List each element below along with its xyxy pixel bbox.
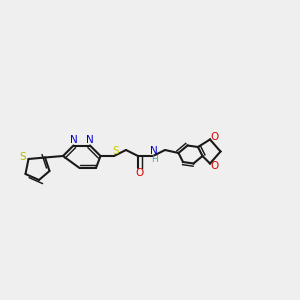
Text: S: S	[112, 146, 119, 156]
Text: N: N	[70, 135, 77, 145]
Text: H: H	[151, 155, 158, 164]
Text: O: O	[135, 168, 144, 178]
Text: S: S	[20, 152, 26, 162]
Text: N: N	[150, 146, 158, 156]
Text: O: O	[210, 161, 219, 171]
Text: O: O	[210, 132, 219, 142]
Text: N: N	[86, 135, 94, 145]
